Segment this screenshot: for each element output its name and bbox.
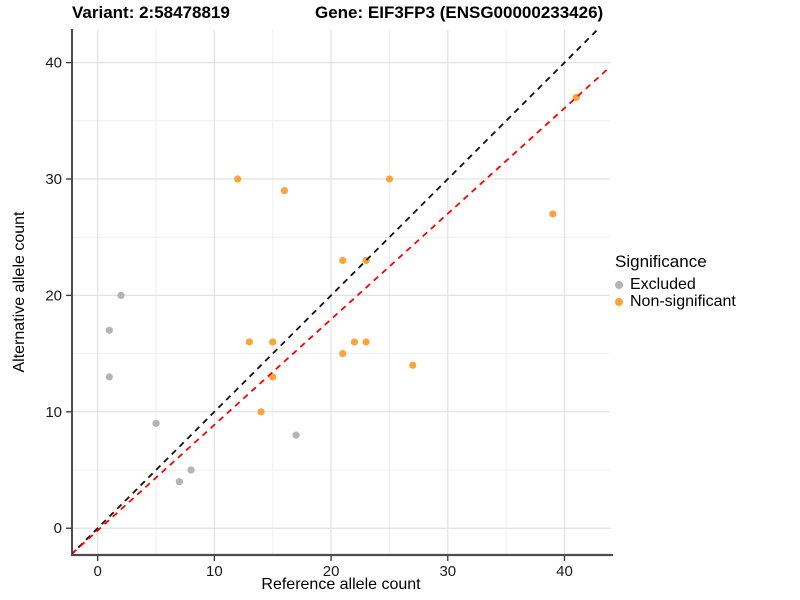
x-tick-label: 10 xyxy=(206,563,223,580)
legend: Significance Excluded Non-significant xyxy=(615,252,736,310)
gene-title: Gene: EIF3FP3 (ENSG00000233426) xyxy=(315,3,604,22)
y-tick-label: 0 xyxy=(54,520,62,537)
y-tick-label: 20 xyxy=(45,287,62,304)
excluded-dot-icon xyxy=(615,280,623,289)
data-point-excluded xyxy=(117,291,125,300)
data-point-non-significant xyxy=(409,361,417,369)
y-axis-label: Alternative allele count xyxy=(11,211,28,373)
variant-title: Variant: 2:58478819 xyxy=(72,3,230,22)
data-point-non-significant xyxy=(269,338,277,346)
data-point-non-significant xyxy=(280,187,288,195)
data-point-non-significant xyxy=(350,338,359,346)
y-tick-label: 10 xyxy=(45,404,62,421)
legend-item-excluded: Excluded xyxy=(615,276,736,293)
data-point-excluded xyxy=(105,326,113,334)
x-tick-label: 40 xyxy=(556,563,573,580)
non-significant-dot-icon xyxy=(615,297,623,306)
data-point-excluded xyxy=(175,478,183,486)
data-point-non-significant xyxy=(362,338,370,346)
x-tick-label: 0 xyxy=(94,563,102,580)
data-point-excluded xyxy=(187,466,195,474)
y-tick-label: 30 xyxy=(45,171,62,188)
chart-panel xyxy=(72,30,610,555)
fit-line xyxy=(72,65,610,555)
y-tick-label: 40 xyxy=(45,55,62,72)
data-point-non-significant xyxy=(549,210,557,218)
data-point-non-significant xyxy=(339,350,347,358)
x-axis-label: Reference allele count xyxy=(261,576,421,593)
data-point-excluded xyxy=(152,419,160,428)
legend-item-non-significant: Non-significant xyxy=(615,293,736,310)
x-tick-label: 20 xyxy=(323,563,340,580)
data-point-non-significant xyxy=(234,175,242,183)
data-point-excluded xyxy=(105,373,113,381)
data-point-non-significant xyxy=(269,373,277,381)
data-point-excluded xyxy=(292,431,300,439)
x-tick-label: 30 xyxy=(439,563,456,580)
data-point-non-significant xyxy=(339,256,347,265)
data-point-non-significant xyxy=(257,408,265,416)
data-point-non-significant xyxy=(385,175,394,183)
data-point-non-significant xyxy=(245,338,253,346)
legend-item-label: Excluded xyxy=(630,275,696,293)
legend-title: Significance xyxy=(615,252,707,271)
legend-item-label: Non-significant xyxy=(630,292,736,310)
